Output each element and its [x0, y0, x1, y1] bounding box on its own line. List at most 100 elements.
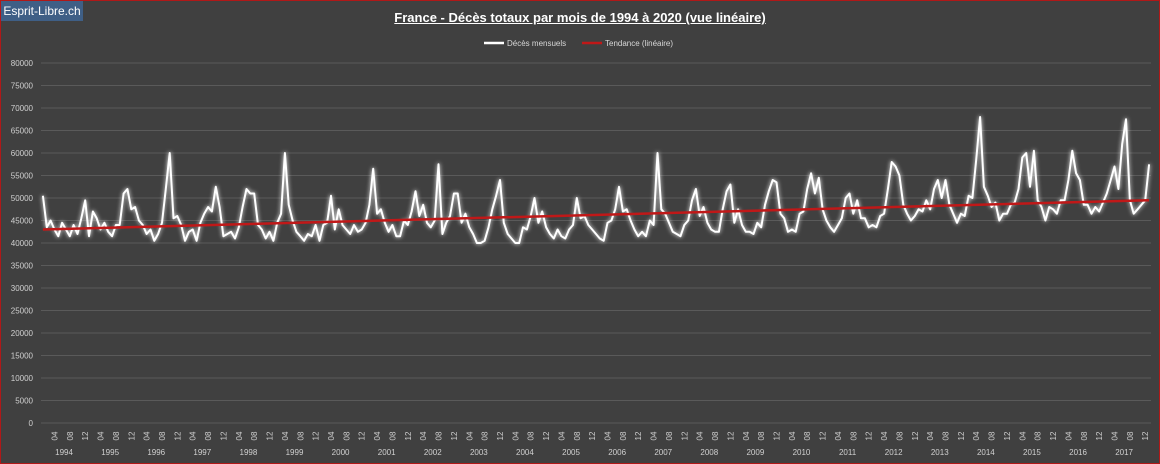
x-tick-label: 12	[542, 431, 551, 440]
y-tick-label: 20000	[11, 329, 34, 338]
x-tick-label: 08	[665, 431, 674, 440]
x-year-label: 2009	[746, 448, 764, 457]
x-tick-label: 04	[373, 431, 382, 440]
x-tick-label: 08	[296, 431, 305, 440]
y-tick-label: 50000	[11, 194, 34, 203]
x-year-label: 1999	[286, 448, 304, 457]
y-tick-label: 30000	[11, 284, 34, 293]
x-year-label: 2003	[470, 448, 488, 457]
grid-lines	[41, 62, 1151, 424]
x-year-label: 1995	[101, 448, 119, 457]
x-tick-label: 04	[650, 431, 659, 440]
x-tick-label: 08	[619, 431, 628, 440]
x-tick-label: 04	[465, 431, 474, 440]
y-tick-label: 75000	[11, 82, 34, 91]
x-tick-label: 08	[112, 431, 121, 440]
y-tick-label: 25000	[11, 307, 34, 316]
y-tick-label: 5000	[15, 397, 33, 406]
x-tick-label: 12	[1141, 431, 1150, 440]
x-tick-label: 08	[1126, 431, 1135, 440]
x-tick-label: 04	[327, 431, 336, 440]
x-tick-label: 12	[496, 431, 505, 440]
x-tick-label: 12	[865, 431, 874, 440]
x-year-label: 2000	[332, 448, 350, 457]
x-tick-label: 12	[680, 431, 689, 440]
x-tick-label: 08	[711, 431, 720, 440]
x-tick-label: 08	[573, 431, 582, 440]
x-tick-label: 04	[926, 431, 935, 440]
x-tick-label: 04	[281, 431, 290, 440]
x-year-label: 2011	[839, 448, 857, 457]
x-year-label: 2008	[700, 448, 718, 457]
x-tick-label: 04	[1064, 431, 1073, 440]
x-year-label: 2012	[885, 448, 903, 457]
x-tick-label: 08	[66, 431, 75, 440]
x-year-label: 2002	[424, 448, 442, 457]
x-tick-label: 12	[358, 431, 367, 440]
x-tick-label: 08	[481, 431, 490, 440]
x-tick-label: 12	[450, 431, 459, 440]
x-tick-label: 12	[219, 431, 228, 440]
x-tick-label: 04	[143, 431, 152, 440]
x-tick-label: 12	[819, 431, 828, 440]
x-tick-label: 08	[435, 431, 444, 440]
y-tick-label: 15000	[11, 352, 34, 361]
x-tick-label: 12	[634, 431, 643, 440]
x-tick-label: 04	[97, 431, 106, 440]
x-tick-label: 04	[880, 431, 889, 440]
x-tick-label: 08	[527, 431, 536, 440]
x-year-label: 2017	[1115, 448, 1133, 457]
x-year-label: 2004	[516, 448, 534, 457]
series-line-tendance	[42, 199, 1150, 231]
x-tick-label: 08	[757, 431, 766, 440]
series-line-deces-mensuels	[41, 116, 1151, 244]
x-tick-label: 12	[911, 431, 920, 440]
x-tick-label: 12	[404, 431, 413, 440]
x-tick-label: 12	[81, 431, 90, 440]
x-tick-label: 12	[173, 431, 182, 440]
series-layer	[41, 116, 1151, 244]
x-tick-label: 08	[988, 431, 997, 440]
x-tick-label: 12	[1095, 431, 1104, 440]
x-tick-label: 08	[388, 431, 397, 440]
legend-label-deces: Décès mensuels	[507, 39, 566, 48]
legend-label-tendance: Tendance (linéaire)	[605, 39, 673, 48]
x-tick-label: 04	[834, 431, 843, 440]
x-axis-month-ticks: 04 08 12 04 08 12 04 08 12 04 08 12 04 08 12 04 08 12 04 08…	[50, 431, 1150, 440]
x-year-label: 2016	[1069, 448, 1087, 457]
x-tick-label: 08	[895, 431, 904, 440]
x-year-label: 1996	[147, 448, 165, 457]
x-tick-label: 12	[957, 431, 966, 440]
x-tick-label: 12	[127, 431, 136, 440]
x-year-label: 2014	[977, 448, 995, 457]
y-tick-label: 70000	[11, 104, 34, 113]
x-tick-label: 04	[189, 431, 198, 440]
x-year-label: 2007	[654, 448, 672, 457]
y-tick-label: 55000	[11, 172, 34, 181]
y-tick-label: 35000	[11, 262, 34, 271]
y-tick-label: 60000	[11, 149, 34, 158]
x-tick-label: 04	[1018, 431, 1027, 440]
x-tick-label: 08	[342, 431, 351, 440]
x-tick-label: 04	[50, 431, 59, 440]
x-tick-label: 12	[1003, 431, 1012, 440]
x-tick-label: 04	[788, 431, 797, 440]
y-tick-label: 80000	[11, 59, 34, 68]
x-tick-label: 04	[511, 431, 520, 440]
y-axis-ticks: 0 5000 10000 15000 20000 25000 30000 35000 40000…	[11, 59, 34, 428]
x-year-label: 2005	[562, 448, 580, 457]
y-tick-label: 40000	[11, 239, 34, 248]
x-tick-label: 04	[557, 431, 566, 440]
x-tick-label: 04	[742, 431, 751, 440]
x-year-label: 2010	[793, 448, 811, 457]
x-tick-label: 12	[312, 431, 321, 440]
x-year-label: 1994	[55, 448, 73, 457]
x-year-label: 2001	[378, 448, 396, 457]
x-tick-label: 04	[235, 431, 244, 440]
x-tick-label: 12	[1049, 431, 1058, 440]
x-tick-label: 08	[942, 431, 951, 440]
x-tick-label: 08	[1080, 431, 1089, 440]
x-tick-label: 08	[849, 431, 858, 440]
x-year-label: 1998	[240, 448, 258, 457]
